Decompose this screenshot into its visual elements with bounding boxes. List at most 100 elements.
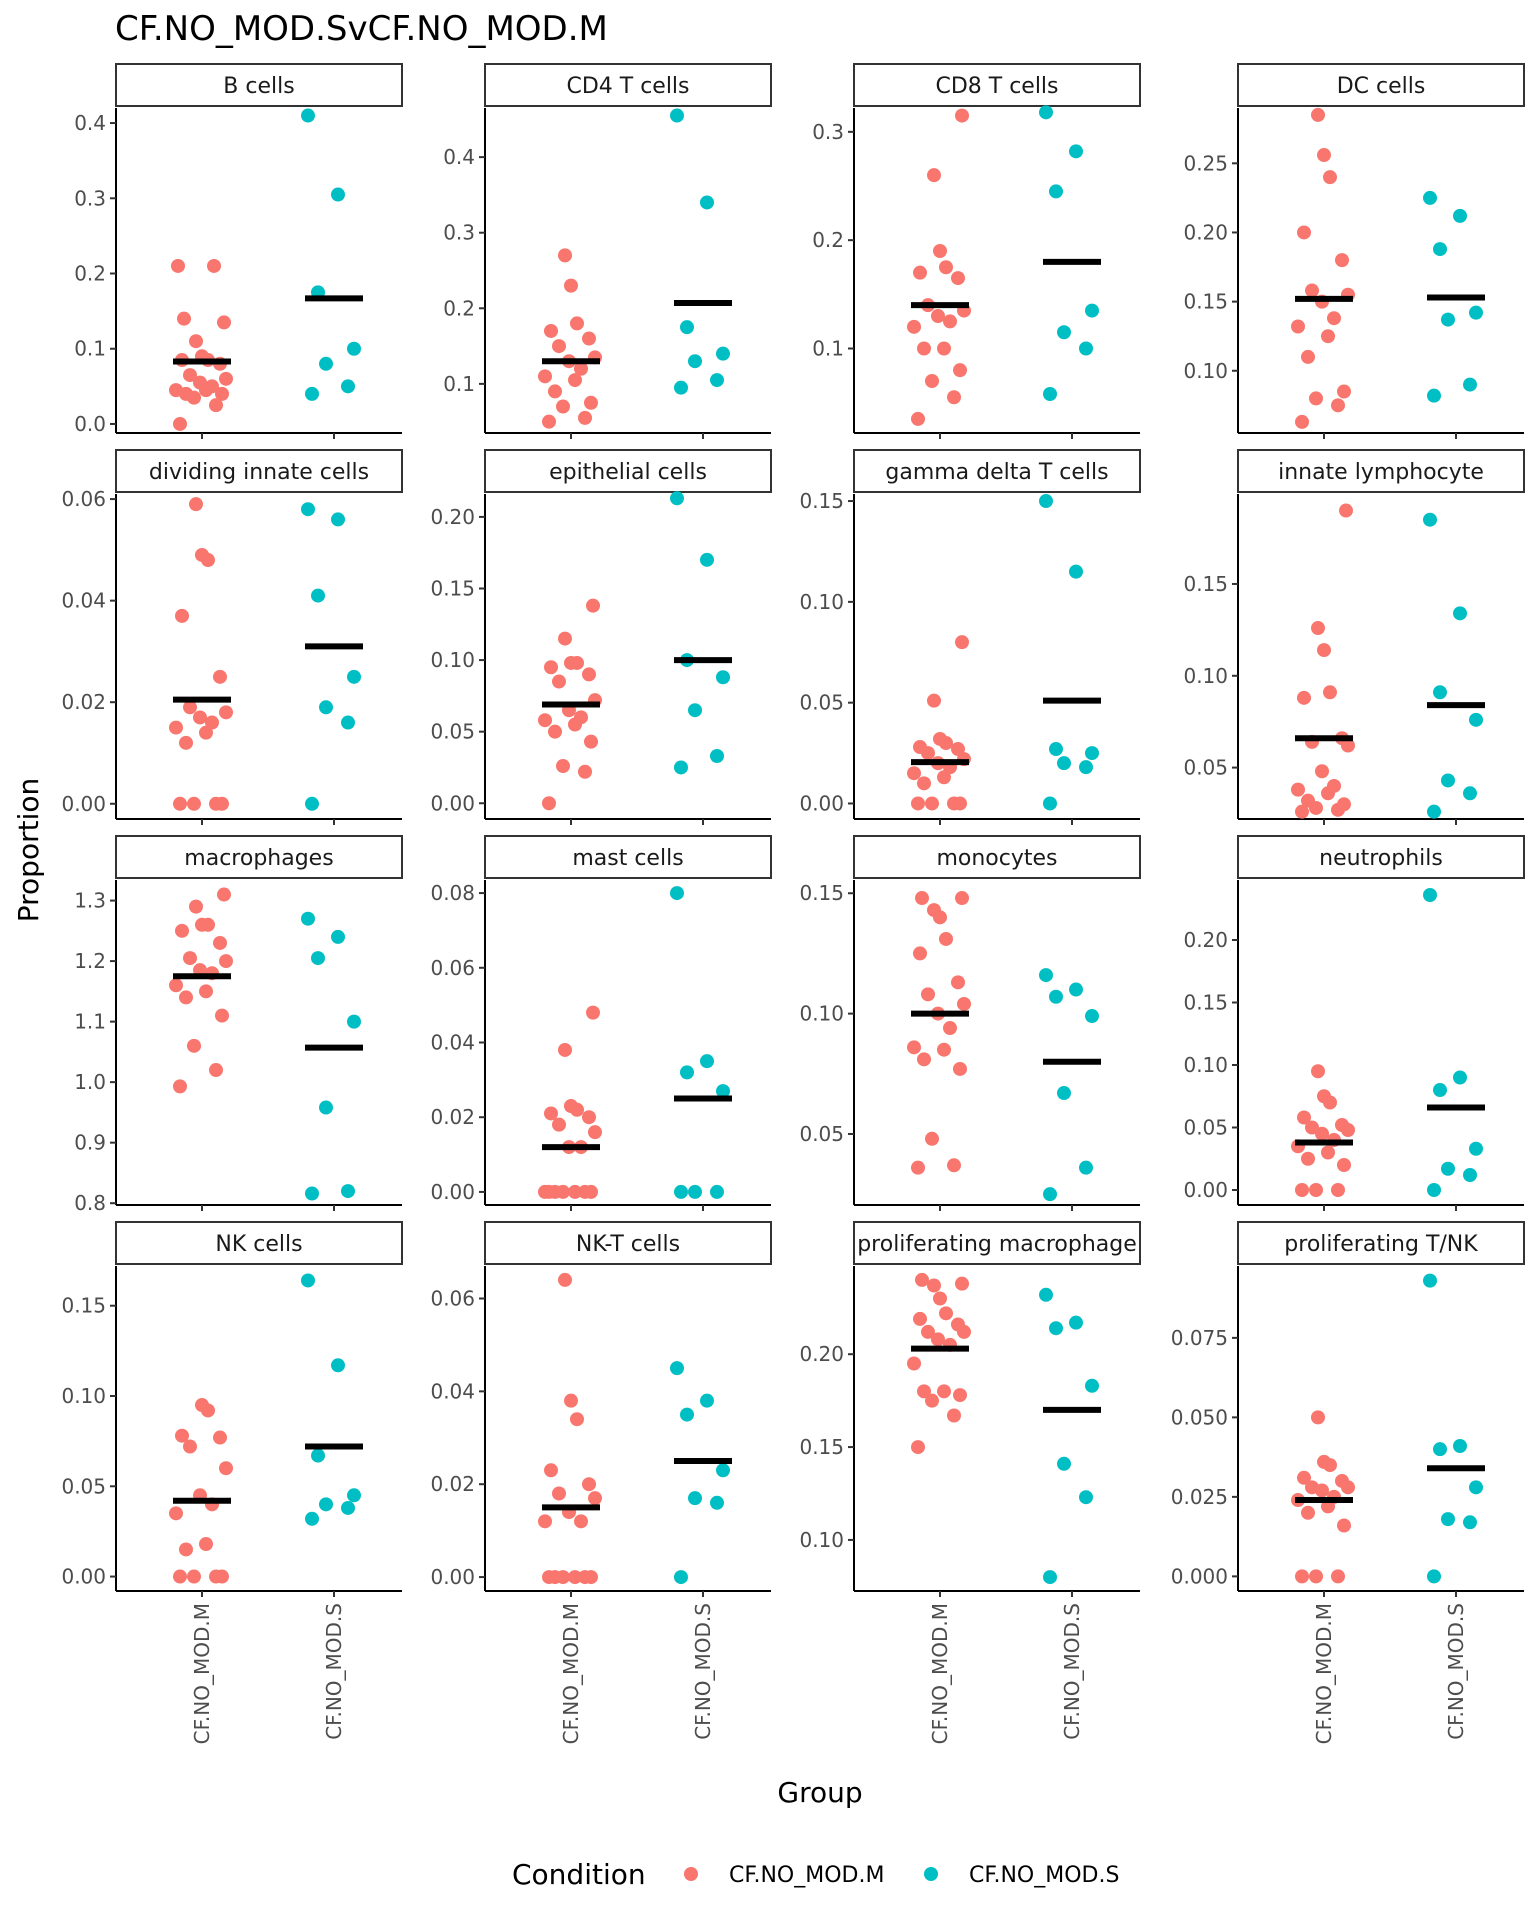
data-point [700, 1393, 714, 1408]
data-point [716, 1463, 730, 1478]
facet-strip [115, 63, 403, 107]
data-point [1305, 1480, 1319, 1495]
data-point [913, 946, 927, 961]
data-point [680, 1065, 694, 1080]
data-point [582, 331, 596, 346]
data-point [193, 710, 207, 725]
data-point [1079, 760, 1093, 775]
data-point [586, 1005, 600, 1020]
y-tick-label: 0.3 [812, 120, 844, 144]
facet-strip [115, 449, 403, 493]
data-point [1317, 148, 1331, 163]
data-point [584, 1184, 598, 1199]
data-point [588, 1491, 602, 1506]
data-point [175, 608, 189, 623]
y-tick-label: 0.3 [74, 186, 106, 210]
data-point [700, 1054, 714, 1069]
y-tick-label: 0.000 [1171, 1564, 1228, 1588]
data-point [1297, 1470, 1311, 1485]
data-point [189, 497, 203, 512]
data-point [1469, 305, 1483, 320]
data-point [1427, 1569, 1441, 1584]
x-tick-label: CF.NO_MOD.S [1060, 1603, 1084, 1740]
data-point [538, 369, 552, 384]
data-point [1441, 1512, 1455, 1527]
facet-strip [853, 449, 1141, 493]
data-point [1049, 1321, 1063, 1336]
data-point [915, 1272, 929, 1287]
data-point [1295, 414, 1309, 429]
data-point [582, 667, 596, 682]
data-point [927, 1278, 941, 1293]
data-point [542, 796, 556, 811]
data-point [927, 168, 941, 183]
data-point [556, 399, 570, 414]
data-point [1297, 225, 1311, 240]
data-point [1463, 1168, 1477, 1182]
data-point [1335, 1118, 1349, 1132]
data-point [911, 1440, 925, 1455]
data-point [574, 361, 588, 376]
data-point [568, 373, 582, 388]
data-point [213, 669, 227, 684]
data-point [341, 715, 355, 730]
data-point [173, 796, 187, 811]
data-point [1317, 1089, 1331, 1104]
data-point [305, 796, 319, 811]
data-point [674, 380, 688, 395]
y-tick-label: 0.2 [812, 228, 844, 252]
data-point [1423, 190, 1437, 205]
data-point [1057, 1456, 1071, 1471]
data-point [710, 1184, 724, 1199]
data-point [1085, 746, 1099, 761]
data-point [927, 693, 941, 708]
data-point [1069, 144, 1083, 159]
data-point [1453, 1070, 1467, 1085]
data-point [1039, 105, 1053, 120]
data-point [219, 371, 233, 386]
data-point [1463, 377, 1477, 392]
data-point [219, 954, 233, 969]
data-point [177, 311, 191, 326]
data-point [301, 911, 315, 926]
legend-title: Condition [512, 1858, 646, 1891]
data-point [169, 383, 183, 398]
data-point [670, 491, 684, 506]
data-point [1453, 606, 1467, 621]
data-point [548, 1184, 562, 1199]
data-point [1453, 1438, 1467, 1453]
data-point [1441, 773, 1455, 788]
y-tick-label: 0.00 [61, 1565, 106, 1589]
facet-panel: neutrophils 0.00 0.05 0.10 0.15 0.20 [1183, 835, 1525, 1211]
data-point [953, 796, 967, 811]
facet-strip-label: neutrophils [1319, 846, 1443, 871]
data-point [187, 1569, 201, 1584]
data-point [195, 1398, 209, 1413]
data-point [564, 1099, 578, 1114]
data-point [951, 742, 965, 757]
y-tick-label: 0.025 [1171, 1485, 1228, 1509]
data-point [1463, 1515, 1477, 1530]
data-point [215, 796, 229, 811]
data-point [548, 724, 562, 739]
data-point [925, 374, 939, 388]
data-point [169, 978, 183, 993]
x-tick-label: CF.NO_MOD.M [190, 1603, 214, 1744]
data-point [1079, 1160, 1093, 1175]
data-point [1331, 398, 1345, 413]
data-point [209, 398, 223, 413]
y-tick-label: 0.05 [61, 1474, 106, 1498]
data-point [947, 390, 961, 405]
data-point [1469, 1480, 1483, 1495]
data-point [1427, 804, 1441, 819]
facet-panel: B cells 0.0 0.1 0.2 0.3 0.4 [74, 63, 403, 439]
data-point [586, 598, 600, 613]
data-point [716, 670, 730, 685]
data-point [217, 315, 231, 330]
y-tick-label: 0.15 [1183, 572, 1228, 596]
data-point [1433, 1083, 1447, 1097]
y-tick-label: 0.10 [799, 590, 844, 614]
data-point [1295, 804, 1309, 819]
data-point [688, 354, 702, 369]
